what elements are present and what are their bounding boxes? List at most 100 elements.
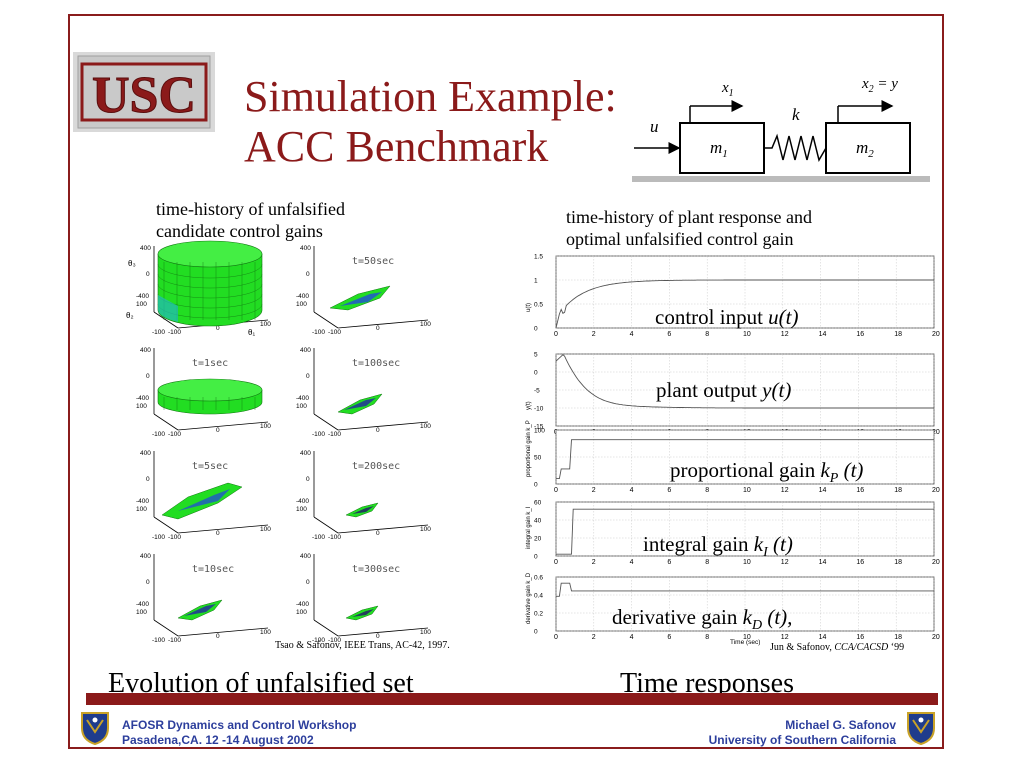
z-tick: -400 (296, 293, 309, 300)
x-tick-label: 4 (630, 331, 634, 338)
z-tick: 400 (300, 553, 311, 560)
x-tick: -100 (328, 637, 341, 644)
left-caption: time-history of unfalsified candidate co… (156, 198, 345, 242)
time-label: t=1sec (192, 358, 228, 369)
z-tick: 0 (146, 373, 150, 380)
x-axis-label: Time (sec) (730, 639, 760, 646)
y-tick-label: 1.5 (534, 254, 543, 261)
x-tick-label: 2 (592, 559, 596, 566)
y-axis (313, 413, 339, 431)
x-tick-label: 18 (894, 487, 902, 494)
x-tick-label: 16 (856, 331, 864, 338)
usc-logo: USC (73, 52, 215, 132)
theta2-label: θ₂ (126, 311, 134, 320)
y-axis-label: y(t) (526, 401, 532, 410)
x-tick-label: 0 (554, 559, 558, 566)
x-tick-label: 10 (743, 331, 751, 338)
y-tick-label: -5 (534, 388, 540, 395)
footer-left-line-1: AFOSR Dynamics and Control Workshop (122, 718, 357, 732)
x-tick-label: 0 (554, 331, 558, 338)
x-tick-label: 6 (667, 559, 671, 566)
blade-shade (178, 489, 230, 511)
z-tick: 0 (306, 271, 310, 278)
x-tick: -100 (328, 431, 341, 438)
x-tick: 100 (420, 423, 431, 430)
y-tick-label: 40 (534, 518, 542, 525)
y-axis-label: derivative gain k_D (526, 572, 532, 624)
y-tick: -100 (312, 534, 325, 541)
x-tick: 0 (376, 530, 380, 537)
x-tick: 0 (216, 633, 220, 640)
x-tick-label: 14 (819, 559, 827, 566)
y-tick-label: 0.2 (534, 611, 543, 618)
tiny-shade (352, 609, 374, 617)
x-tick-label: 0 (554, 487, 558, 494)
overlay-control-input: control input u(t) (655, 305, 799, 329)
y-tick: 100 (136, 403, 147, 410)
x-tick-label: 12 (781, 559, 789, 566)
title-line-1: Simulation Example: (244, 72, 617, 121)
z-tick: 0 (306, 373, 310, 380)
x-tick-label: 6 (667, 487, 671, 494)
z-tick: 0 (146, 579, 150, 586)
y-tick-label: 0.6 (534, 575, 543, 582)
slide-title: Simulation Example: ACC Benchmark (244, 72, 617, 172)
z-tick: 400 (140, 347, 151, 354)
x-tick-label: 2 (592, 634, 596, 641)
time-label: t=5sec (192, 461, 228, 472)
y-tick-label: 0 (534, 482, 538, 489)
right-caption: time-history of plant response and optim… (566, 206, 812, 250)
x-tick-label: 8 (705, 559, 709, 566)
x-tick-label: 20 (932, 634, 940, 641)
response-line (556, 508, 934, 555)
cylinder-side (157, 253, 263, 327)
x-axis (177, 524, 269, 534)
z-tick: 0 (146, 476, 150, 483)
z-tick: 400 (300, 347, 311, 354)
z-tick: 0 (146, 271, 150, 278)
x-tick: -100 (168, 329, 181, 336)
footer-right-line-2: University of Southern California (708, 733, 896, 747)
x-tick: 0 (216, 427, 220, 434)
z-tick: 400 (140, 553, 151, 560)
x-tick-label: 14 (819, 331, 827, 338)
x-tick-label: 8 (705, 331, 709, 338)
y-tick: -100 (152, 637, 165, 644)
x-tick-label: 14 (819, 487, 827, 494)
z-tick: 0 (306, 476, 310, 483)
air-force-shield-icon (81, 712, 109, 746)
x-tick-label: 2 (592, 331, 596, 338)
x-tick-label: 4 (630, 487, 634, 494)
z-tick: -400 (136, 395, 149, 402)
x-tick-label: 12 (781, 487, 789, 494)
x-tick-label: 20 (932, 559, 940, 566)
cylinder-top (157, 240, 263, 268)
footer-right-line-1: Michael G. Safonov (785, 718, 896, 732)
small-shade (184, 604, 216, 616)
time-label: t=200sec (352, 461, 400, 472)
x-axis (177, 627, 269, 637)
left-caption-line-2: candidate control gains (156, 221, 323, 241)
x-axis (337, 319, 429, 329)
svg-text:m1: m1 (710, 138, 728, 160)
x-tick: -100 (168, 534, 181, 541)
y-tick: 100 (136, 506, 147, 513)
theta3-label: θ₃ (128, 259, 136, 268)
x-tick: -100 (328, 329, 341, 336)
x-tick: 100 (260, 321, 271, 328)
y-axis (153, 413, 179, 431)
spring (764, 133, 827, 162)
x-tick-label: 0 (554, 634, 558, 641)
x-tick: 0 (216, 325, 220, 332)
z-tick: 400 (300, 450, 311, 457)
x-axis (337, 524, 429, 534)
y-tick: -100 (312, 637, 325, 644)
y-tick: -100 (312, 431, 325, 438)
y-axis-label: integral gain k_I (526, 506, 532, 549)
